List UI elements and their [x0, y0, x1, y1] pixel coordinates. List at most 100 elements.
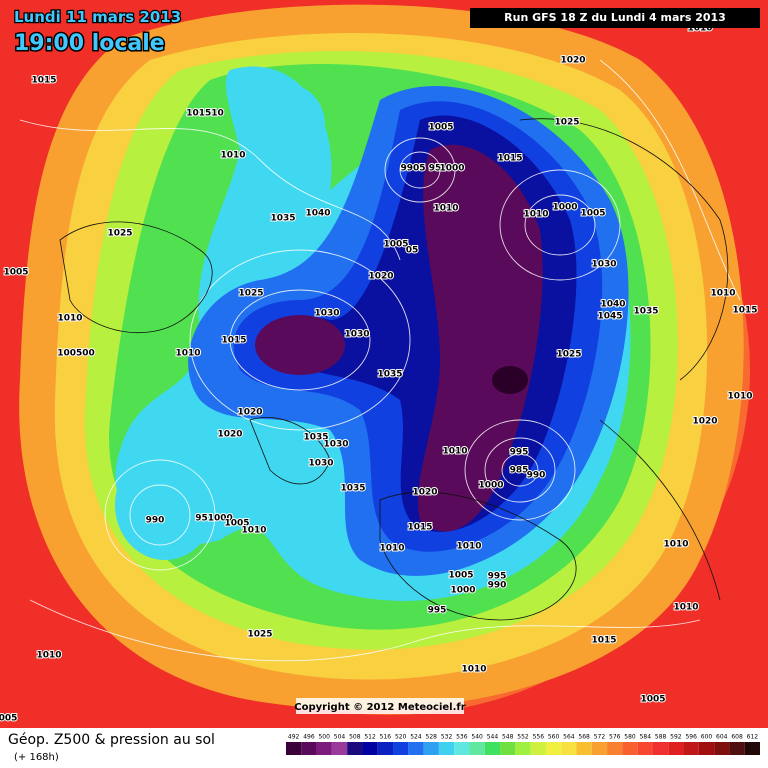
legend-swatch	[301, 742, 317, 755]
pressure-label: 1035	[340, 484, 365, 494]
pressure-label: 1000	[552, 203, 577, 213]
pressure-label: 1015	[407, 523, 432, 533]
pressure-label: 995	[428, 606, 447, 616]
pressure-label: 1010	[442, 447, 467, 457]
pressure-label: 1010	[433, 204, 458, 214]
coastlines	[59, 118, 729, 621]
pressure-label: 1010	[175, 349, 200, 359]
pressure-label: 1040	[600, 300, 625, 310]
legend-label: 584	[640, 734, 652, 741]
legend-swatch	[698, 742, 715, 755]
pressure-label: 1000	[439, 164, 464, 174]
pressure-label: 1020	[412, 488, 437, 498]
legend-label: 568	[578, 734, 590, 741]
legend-swatch	[637, 742, 653, 755]
pressure-label: 1035	[270, 214, 295, 224]
pressure-label: 1010	[379, 544, 404, 554]
pressure-label: 1010	[57, 314, 82, 324]
pressure-label: 1025	[107, 229, 132, 239]
legend-label: 524	[410, 734, 422, 741]
copyright-box	[296, 698, 464, 714]
pressure-label: 1005	[224, 519, 249, 529]
pressure-label: 1020	[560, 56, 585, 66]
pressure-label: 995	[488, 572, 507, 582]
legend-swatch	[362, 742, 378, 755]
legend-swatch	[393, 742, 409, 755]
pressure-label: 101510	[186, 109, 224, 119]
legend-label: 492	[288, 734, 300, 741]
pressure-label: 1005	[448, 571, 473, 581]
run-box	[470, 8, 760, 28]
forecast-date: Lundi 11 mars 2013	[14, 8, 181, 26]
pressure-label: 1035	[303, 433, 328, 443]
pressure-label: 1045	[597, 312, 622, 322]
pressure-label: 1030	[344, 330, 369, 340]
pressure-label: 951000	[195, 514, 233, 524]
pressure-label: 1010	[727, 392, 752, 402]
legend-label: 500	[318, 734, 330, 741]
pressure-label: 995	[510, 448, 529, 458]
legend-label: 552	[517, 734, 529, 741]
legend-label: 540	[471, 734, 483, 741]
pressure-label: 1005	[383, 240, 408, 250]
legend-swatch	[286, 742, 302, 755]
legend-swatch	[454, 742, 470, 755]
legend-swatch	[316, 742, 332, 755]
legend-label: 496	[303, 734, 315, 741]
pressure-label: 990	[146, 516, 165, 526]
legend-label: 604	[716, 734, 728, 741]
z500-field	[0, 0, 768, 728]
pressure-label: 1015	[591, 636, 616, 646]
pressure-label: 95	[429, 164, 442, 174]
legend-label: 580	[624, 734, 636, 741]
pressure-label: 1025	[247, 630, 272, 640]
pressure-label: 9905	[400, 164, 425, 174]
forecast-time: 19:00 locale	[14, 31, 165, 56]
legend-swatch	[515, 742, 531, 755]
pressure-label: 1010	[456, 542, 481, 552]
pressure-label: 1030	[314, 309, 339, 319]
legend-swatch	[408, 742, 424, 755]
legend-label: 612	[747, 734, 759, 741]
pressure-label: 1035	[633, 307, 658, 317]
legend-swatch	[377, 742, 394, 755]
legend-label: 536	[456, 734, 468, 741]
pressure-label: 1020	[692, 417, 717, 427]
pressure-label: 1030	[591, 260, 616, 270]
pressure-label: 1000	[478, 481, 503, 491]
legend-swatch	[683, 742, 699, 755]
legend-swatch	[545, 742, 562, 755]
legend-label: 544	[487, 734, 499, 741]
legend-label: 564	[563, 734, 575, 741]
pressure-label: 005	[0, 714, 17, 724]
color-legend: 492 496 500 504 508 512 516 520 524 528 532 536 540 5…	[286, 734, 760, 755]
legend-swatch	[561, 742, 577, 755]
pressure-label: 1010	[663, 540, 688, 550]
legend-label: 520	[395, 734, 407, 741]
pressure-label: 05	[406, 246, 419, 256]
legend-swatch	[576, 742, 592, 755]
pressure-label: 1010	[710, 289, 735, 299]
pressure-label: 100500	[57, 349, 95, 359]
legend-label: 512	[364, 734, 376, 741]
isobars	[19, 59, 741, 662]
legend-swatch	[423, 742, 439, 755]
legend-swatch	[331, 742, 348, 755]
legend-swatch	[622, 742, 638, 755]
legend-swatch	[744, 742, 760, 755]
pressure-label: 1005	[640, 695, 665, 705]
footer-lead: (+ 168h)	[14, 752, 59, 763]
pressure-label: 1035	[377, 370, 402, 380]
legend-swatch	[469, 742, 485, 755]
legend-swatch	[591, 742, 608, 755]
legend-swatch	[438, 742, 455, 755]
pressure-label: 1030	[323, 440, 348, 450]
pressure-label: 990	[488, 581, 507, 591]
legend-swatch	[668, 742, 684, 755]
legend-swatch	[484, 742, 501, 755]
legend-swatch	[714, 742, 730, 755]
pressure-label: 1040	[305, 209, 330, 219]
legend-swatch	[607, 742, 623, 755]
pressure-label: 1025	[554, 118, 579, 128]
pressure-label: 1010	[241, 526, 266, 536]
